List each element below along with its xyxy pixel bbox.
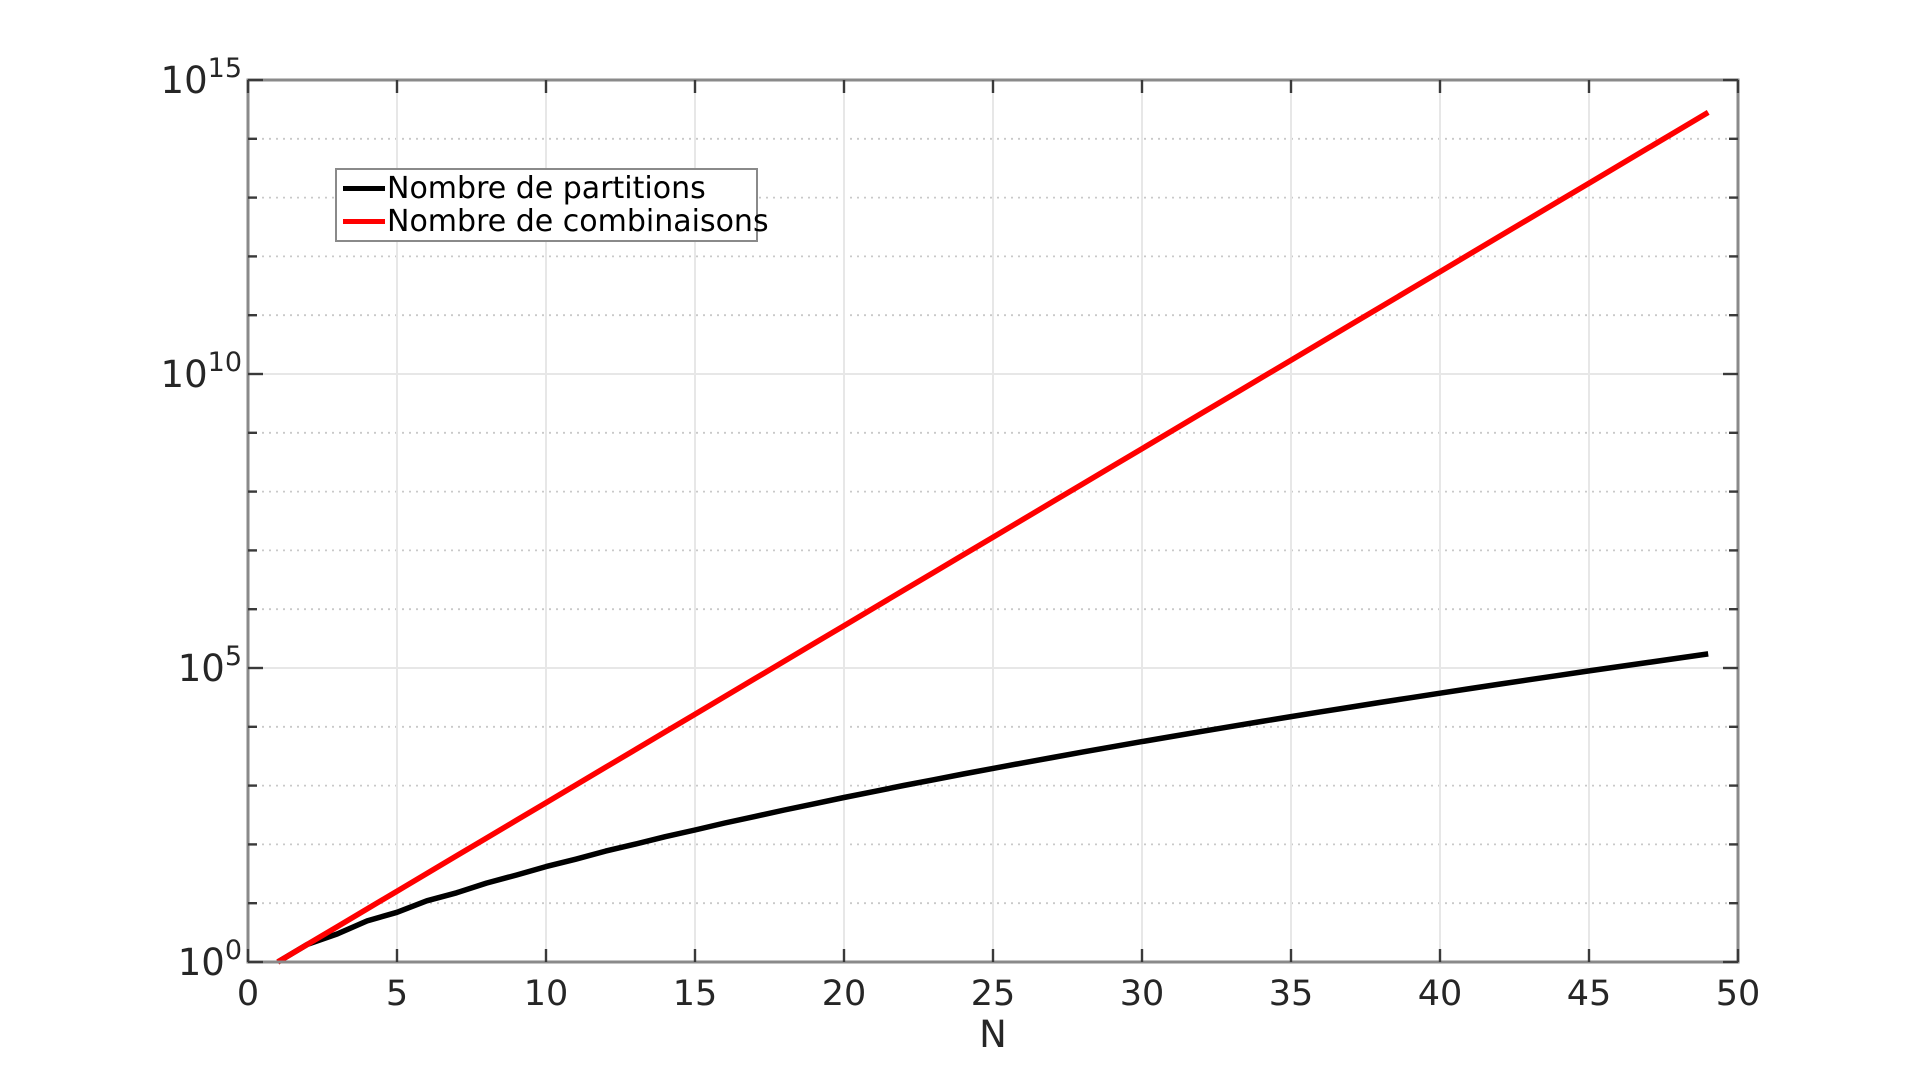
series-layer bbox=[276, 110, 1710, 965]
legend-item-combinaisons: Nombre de combinaisons bbox=[343, 205, 769, 238]
legend: Nombre de partitions Nombre de combinais… bbox=[335, 168, 769, 242]
x-tick-label: 20 bbox=[822, 974, 867, 1014]
x-tick-label: 25 bbox=[971, 974, 1016, 1014]
legend-line-swatch-combinaisons bbox=[343, 219, 385, 224]
series-line-partitions bbox=[276, 651, 1709, 965]
y-tick-label: 1010 bbox=[161, 347, 242, 396]
y-tick-label: 100 bbox=[178, 935, 242, 984]
y-tick-label: 1015 bbox=[161, 53, 242, 102]
legend-label-combinaisons: Nombre de combinaisons bbox=[387, 203, 769, 239]
x-tick-label: 10 bbox=[524, 974, 569, 1014]
x-tick-label: 0 bbox=[237, 974, 259, 1014]
y-tick-label: 105 bbox=[178, 641, 242, 690]
axes-frame bbox=[246, 78, 1740, 964]
x-tick-label: 30 bbox=[1120, 974, 1165, 1014]
x-tick-label: 35 bbox=[1269, 974, 1314, 1014]
series-line-combinaisons bbox=[276, 110, 1710, 965]
x-tick-label: 45 bbox=[1567, 974, 1612, 1014]
legend-item-partitions: Nombre de partitions bbox=[343, 172, 756, 205]
x-axis-label: N bbox=[979, 1013, 1007, 1056]
legend-line-swatch-partitions bbox=[343, 186, 385, 191]
x-tick-label: 5 bbox=[386, 974, 408, 1014]
x-tick-label: 50 bbox=[1716, 974, 1761, 1014]
x-tick-label: 15 bbox=[673, 974, 718, 1014]
x-tick-label: 40 bbox=[1418, 974, 1463, 1014]
legend-label-partitions: Nombre de partitions bbox=[387, 170, 706, 206]
